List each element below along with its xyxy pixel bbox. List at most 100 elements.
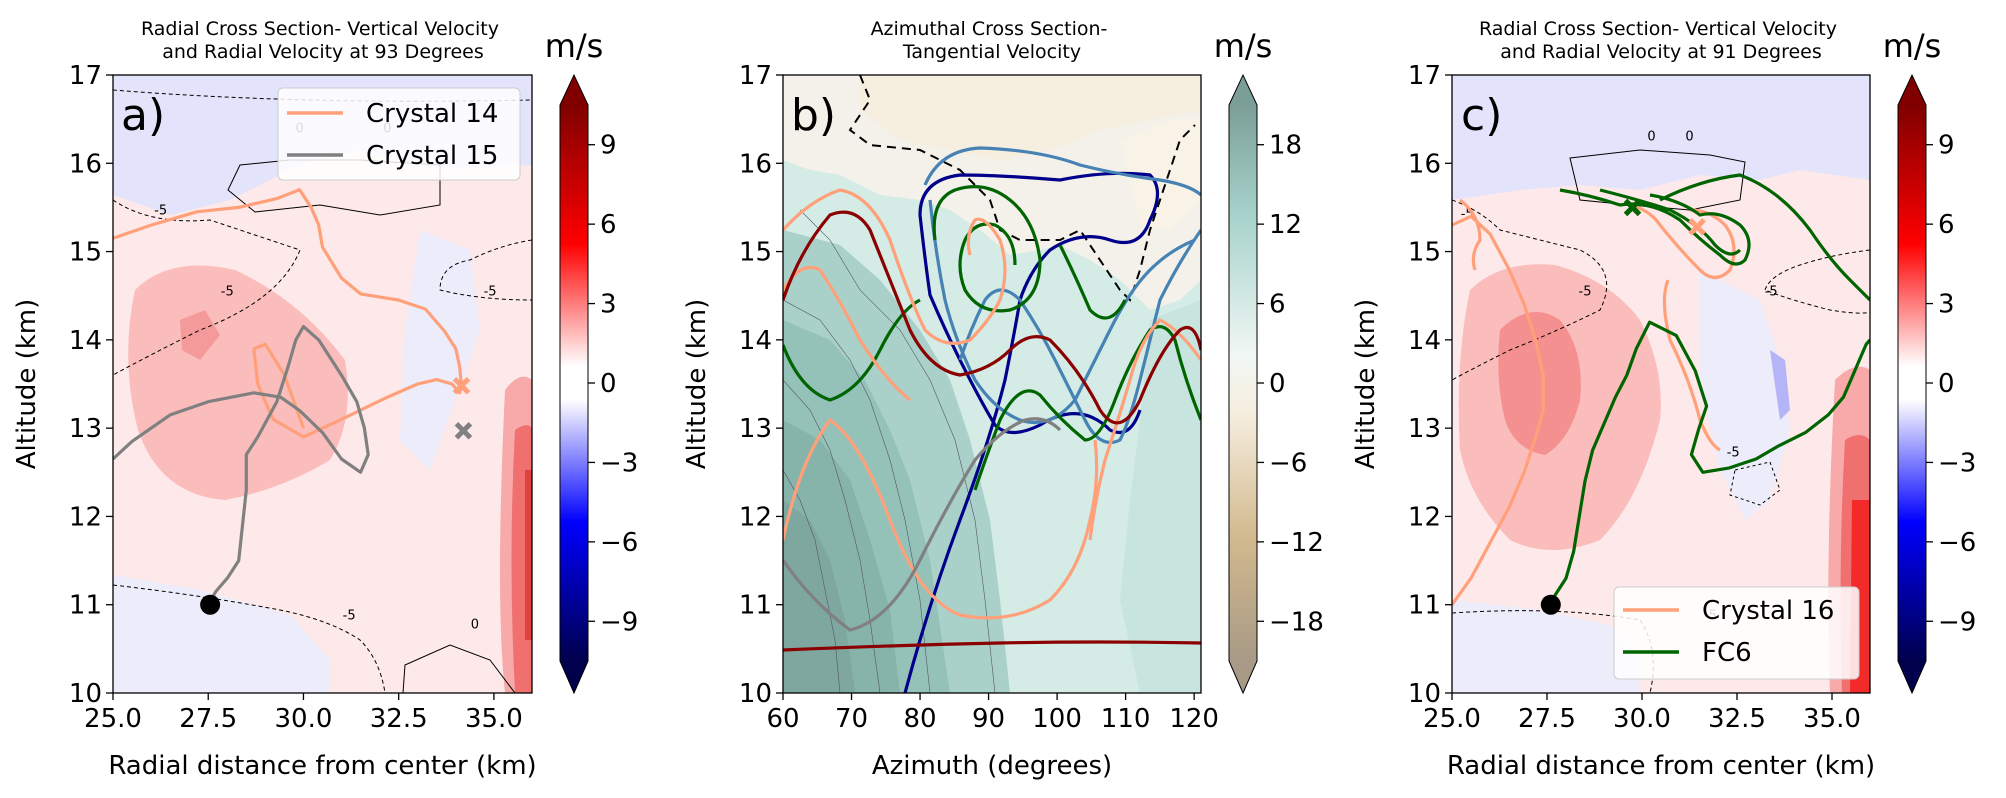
panel-a-colorbar-tick-label: 0 (600, 369, 617, 399)
panel-c-ytick-label: 14 (1408, 326, 1441, 356)
panel-c-end-marker-crystal-16 (1688, 218, 1706, 236)
panel-b-colorbar-min-arrow (1229, 661, 1257, 693)
panel-c-start-marker (1540, 594, 1561, 615)
panel-a-xtick-label: 35.0 (465, 704, 523, 734)
panel-a-contour-label: -5 (343, 609, 356, 624)
panel-a-colorbar-unit: m/s (545, 27, 604, 65)
legend-label-crystal-15: Crystal 15 (366, 141, 498, 171)
panel-a-colorbar-tick-label: 9 (600, 131, 617, 161)
panel-b: Azimuthal Cross Section- Tangential Velo… (682, 18, 1324, 781)
panel-b-ytick-label: 14 (739, 326, 772, 356)
panel-c-ytick-label: 12 (1408, 502, 1441, 532)
panel-b-ytick-label: 16 (739, 149, 772, 179)
panel-a-ylabel: Altitude (km) (12, 299, 42, 470)
svg-text:Radial Cross Section- Vertical: Radial Cross Section- Vertical Velocity … (141, 18, 505, 63)
panel-a-colorbar-fill (560, 105, 588, 661)
panel-a-colorbar-min-arrow (560, 661, 588, 693)
panel-a-colorbar-tick-label: 6 (600, 210, 617, 240)
panel-b-colorbar-max-arrow (1229, 75, 1257, 105)
panel-c-frame (1451, 74, 1871, 694)
panel-b-track-dark-blue (903, 171, 1160, 693)
panel-a-series-crystal-15 (113, 325, 370, 606)
panel-c-colorbar-tick-label: 0 (1938, 369, 1955, 399)
panel-a-contour-labels: 00-5-5-5-50 (154, 121, 496, 632)
panel-b-xtick-label: 100 (1032, 704, 1082, 734)
panel-b-track-salmon (783, 188, 1201, 620)
panel-c-ytick-label: 13 (1408, 414, 1441, 444)
panel-a-frame (112, 74, 533, 694)
panel-b-xlabel: Azimuth (degrees) (872, 751, 1112, 781)
panel-a-contour-label: 0 (471, 618, 479, 633)
panel-b-colorbar-tick-label: 12 (1269, 210, 1302, 240)
panel-a-contour-label: -5 (484, 285, 497, 300)
panel-b-title-line-1: Azimuthal Cross Section- (871, 18, 1108, 40)
panel-b-xtick-label: 70 (835, 704, 868, 734)
panel-b-axes: 60 70 80 90 100 110 120 10 11 12 13 14 15 16 17 Azimuth… (682, 61, 1219, 781)
panel-a-ytick-label: 13 (69, 414, 102, 444)
panel-c-track-crystal-16-loops (1459, 198, 1736, 452)
panel-b-xtick-label: 90 (972, 704, 1005, 734)
panel-a-colorbar: m/s −9 −6 −3 0 3 6 9 (545, 27, 638, 695)
panel-c-colorbar-tick-label: −9 (1938, 607, 1976, 637)
panel-a-colorbar-tick-label: −6 (600, 528, 638, 558)
panel-c-xtick-label: 25.0 (1423, 704, 1481, 734)
panel-c-xtick-label: 27.5 (1518, 704, 1576, 734)
panel-c-label: c) (1461, 90, 1502, 141)
panel-b-colorbar-tick-label: 6 (1269, 290, 1286, 320)
panel-a-xlabel: Radial distance from center (km) (108, 751, 536, 781)
panel-a-title-line-2: and Radial Velocity at 93 Degrees (162, 41, 484, 63)
panel-b-ytick-label: 17 (739, 61, 772, 91)
panel-b-colorbar-ticks: −18 −12 −6 0 6 12 18 (1257, 131, 1324, 637)
panel-a-start-marker (200, 594, 221, 615)
panel-b-colorbar-tick-label: −18 (1269, 607, 1324, 637)
panel-c-colorbar-unit: m/s (1883, 27, 1942, 65)
panel-b-field (783, 75, 1201, 693)
panel-a-contour-label: -5 (154, 203, 167, 218)
panel-c-series-crystal-16 (1452, 214, 1545, 606)
panel-a-contour-label: -5 (221, 285, 234, 300)
panel-c-colorbar-min-arrow (1898, 661, 1926, 693)
panel-a-colorbar-tick-label: 3 (600, 290, 617, 320)
panel-a: Radial Cross Section- Vertical Velocity … (12, 18, 638, 781)
panel-c-legend: Crystal 16 FC6 (1613, 586, 1860, 680)
panel-b-series (783, 146, 1201, 693)
panel-a-colorbar-tick-label: −3 (600, 448, 638, 478)
panel-c-axes: 25.0 27.5 30.0 32.5 35.0 10 11 12 13 14 15 16 17 Radi… (1351, 61, 1875, 781)
panel-b-ytick-label: 10 (739, 679, 772, 709)
panel-a-ytick-label: 17 (69, 61, 102, 91)
panel-a-ytick-label: 16 (69, 149, 102, 179)
panel-b-ytick-label: 13 (739, 414, 772, 444)
panel-c-contour-label: 0 (1647, 129, 1655, 144)
panel-a-end-marker-crystal-15 (454, 422, 473, 440)
panel-c-ytick-label: 11 (1408, 591, 1441, 621)
panel-c-colorbar-tick-label: −3 (1938, 448, 1976, 478)
panel-b-ylabel: Altitude (km) (682, 299, 712, 470)
panel-c-colorbar-tick-label: 6 (1938, 210, 1955, 240)
panel-c-colorbar-tick-label: −6 (1938, 528, 1976, 558)
panel-b-colorbar-tick-label: 0 (1269, 369, 1286, 399)
panel-c-title-line-2: and Radial Velocity at 91 Degrees (1500, 41, 1822, 63)
panel-b-xtick-label: 110 (1101, 704, 1151, 734)
panel-b-xtick-label: 80 (904, 704, 937, 734)
panel-b-xtick-label: 120 (1169, 704, 1219, 734)
panel-b-colorbar: m/s −18 −12 −6 0 6 12 18 (1214, 27, 1324, 695)
panel-a-colorbar-max-arrow (560, 75, 588, 105)
panel-b-colorbar-tick-label: −12 (1269, 528, 1324, 558)
panel-a-legend: Crystal 14 Crystal 15 (277, 87, 521, 181)
panel-b-track-darkred (783, 210, 1201, 652)
svg-text:Azimuthal Cross Section-: Azimuthal Cross Section- Tangential Velo… (871, 18, 1114, 63)
panel-a-ytick-label: 12 (69, 502, 102, 532)
panel-b-title-line-2: Tangential Velocity (902, 41, 1081, 63)
panel-b-track-steelblue (923, 146, 1201, 445)
panel-a-colorbar-ticks: −9 −6 −3 0 3 6 9 (588, 131, 638, 637)
panel-c-xtick-label: 32.5 (1708, 704, 1766, 734)
panel-c-ytick-label: 17 (1408, 61, 1441, 91)
panel-a-colorbar-tick-label: −9 (600, 607, 638, 637)
panel-b-ytick-label: 12 (739, 502, 772, 532)
panel-a-end-marker-crystal-14 (452, 376, 471, 395)
panel-c-colorbar-ticks: −9 −6 −3 0 3 6 9 (1926, 131, 1976, 637)
legend-label-crystal-16: Crystal 16 (1702, 596, 1834, 626)
panel-a-ytick-label: 10 (69, 679, 102, 709)
panel-c-ytick-label: 10 (1408, 679, 1441, 709)
